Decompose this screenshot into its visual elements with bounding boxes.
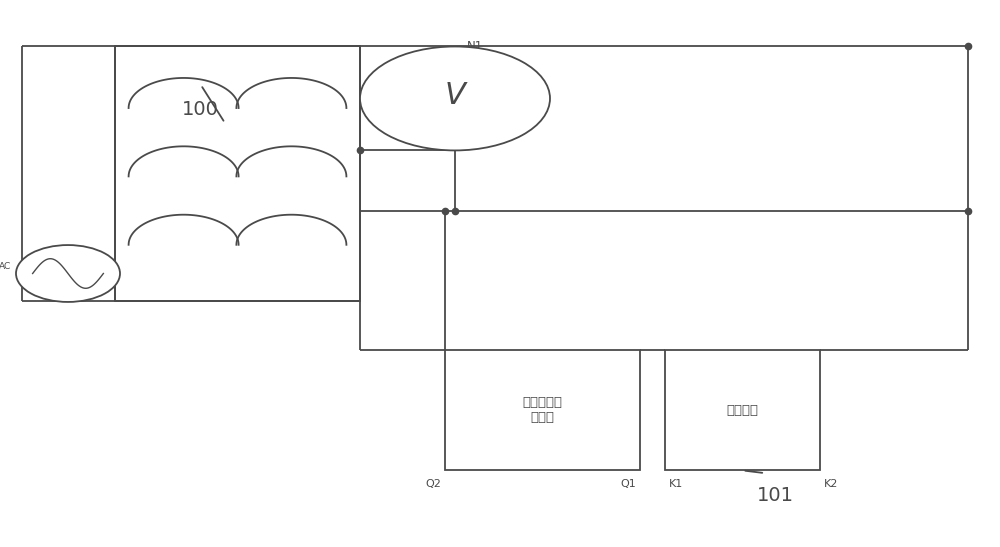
Bar — [665, 350, 820, 470]
Circle shape — [360, 46, 550, 150]
Bar — [115, 46, 360, 301]
Text: Q2: Q2 — [425, 479, 441, 489]
Text: N1: N1 — [467, 40, 483, 53]
Circle shape — [16, 245, 120, 302]
Text: K2: K2 — [824, 479, 838, 489]
Text: 101: 101 — [757, 486, 794, 504]
Bar — [445, 350, 640, 470]
Text: 控制模块: 控制模块 — [726, 404, 758, 417]
Text: 100: 100 — [182, 100, 218, 119]
Text: 断路器的控
制回路: 断路器的控 制回路 — [522, 396, 562, 424]
Text: AC: AC — [0, 263, 11, 271]
Text: V: V — [445, 81, 465, 110]
Text: Q1: Q1 — [620, 479, 636, 489]
Text: K1: K1 — [669, 479, 683, 489]
Text: N2: N2 — [467, 137, 483, 150]
